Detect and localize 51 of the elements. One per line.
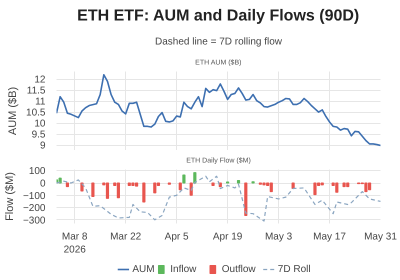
bar: [106, 182, 110, 199]
y-tick-label: 11: [35, 96, 46, 108]
y-tick-label: 9: [40, 140, 46, 152]
y-tick-label: 10: [34, 118, 46, 130]
y-tick-label: −200: [22, 203, 46, 214]
bar: [142, 182, 146, 203]
legend-label: 7D Roll: [278, 264, 311, 275]
legend-label: Inflow: [170, 264, 198, 275]
bar: [131, 182, 135, 186]
bar: [178, 182, 182, 190]
y-tick-label: 12: [34, 74, 46, 86]
bar: [368, 182, 372, 190]
legend-label: Outflow: [222, 264, 256, 275]
bar: [91, 182, 94, 197]
y-tick-label: 0: [40, 178, 46, 190]
line-series: [56, 74, 380, 146]
bar: [218, 182, 222, 188]
y-axis-title: AUM ($B): [7, 86, 20, 136]
bar: [135, 182, 138, 187]
bar: [236, 180, 240, 184]
x-tick-label: Apr 5: [164, 232, 190, 242]
bar: [335, 182, 338, 193]
bar: [270, 182, 273, 192]
y-tick-label: 9.5: [32, 130, 46, 141]
y-tick-label: 10.5: [26, 108, 46, 119]
x-tick-label: Mar 8 2026: [62, 232, 88, 256]
y-tick-label: −100: [22, 190, 46, 202]
bar: [313, 182, 317, 196]
chart-title: ETH ETF: AUM and Daily Flows (90D): [77, 8, 360, 24]
line-series: [56, 176, 380, 222]
y-tick-label: −300: [22, 215, 46, 226]
y-tick-label: 100: [28, 166, 46, 178]
x-tick-label: May 17: [313, 232, 346, 242]
bar: [342, 182, 346, 188]
y-axis-title: Flow ($M): [4, 172, 16, 221]
x-tick-label: May 3: [264, 232, 293, 242]
x-tick-label: Mar 22: [110, 232, 142, 242]
bar: [211, 182, 215, 186]
y-tick-label: 11.5: [26, 86, 46, 97]
bar: [116, 182, 120, 198]
bar: [244, 182, 248, 216]
bar: [182, 174, 186, 184]
legend-label: AUM: [132, 264, 155, 275]
bar: [346, 182, 350, 188]
bar: [128, 182, 131, 186]
bar: [153, 182, 156, 194]
x-tick-label: May 31: [364, 232, 398, 242]
bar: [66, 182, 70, 188]
x-tick-label: Apr 19: [212, 232, 243, 242]
bar: [364, 182, 368, 192]
chart-subtitle: Dashed line = 7D rolling flow: [154, 36, 283, 48]
